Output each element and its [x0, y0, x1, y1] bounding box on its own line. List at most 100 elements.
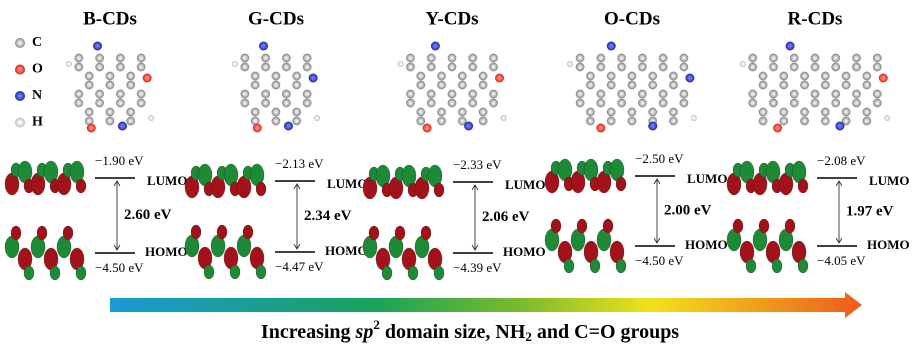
atom [607, 81, 615, 89]
atom [852, 99, 860, 107]
atom [93, 42, 102, 51]
homo-label: HOMO [145, 244, 188, 259]
atom [448, 90, 456, 98]
atom [648, 122, 657, 131]
atom [282, 54, 290, 62]
gradient-arrow [110, 292, 862, 318]
atom [884, 115, 890, 121]
lobe [434, 183, 444, 197]
atom [769, 54, 777, 62]
atom [458, 81, 466, 89]
homo-label: HOMO [325, 243, 368, 258]
atom [423, 124, 432, 133]
atom [282, 99, 290, 107]
lumo-energy: −2.13 eV [275, 156, 324, 171]
lobe [76, 266, 86, 280]
atom [106, 81, 114, 89]
atom [680, 99, 688, 107]
atom [137, 90, 145, 98]
atom [284, 122, 293, 131]
lobe [217, 225, 227, 239]
atom [649, 72, 657, 80]
homo-energy: −4.05 eV [817, 253, 866, 268]
atom [607, 117, 615, 125]
atom [469, 90, 477, 98]
lumo-energy: −2.08 eV [817, 153, 866, 168]
panel-title: G-CDs [248, 8, 304, 29]
atom [669, 72, 677, 80]
atom [669, 81, 677, 89]
atom [427, 54, 435, 62]
atom [251, 72, 259, 80]
figure: Increasing sp2 domain size, NH2 and C=O … [0, 0, 913, 345]
atom [406, 63, 414, 71]
atom [87, 124, 96, 133]
lobe [603, 219, 613, 233]
atom [116, 63, 124, 71]
atom [495, 74, 504, 83]
atom [873, 90, 881, 98]
lumo-orbital [5, 161, 86, 195]
atom [790, 54, 798, 62]
lobe [256, 182, 266, 196]
atom [448, 99, 456, 107]
atom [576, 99, 584, 107]
atom [261, 99, 269, 107]
atom [303, 54, 311, 62]
atom [669, 108, 677, 116]
atom [680, 90, 688, 98]
atom [773, 124, 782, 133]
atom [272, 108, 280, 116]
atom [759, 108, 767, 116]
atom [759, 72, 767, 80]
lumo-energy: −2.33 eV [453, 157, 502, 172]
atom [448, 63, 456, 71]
atom [607, 108, 615, 116]
atom [873, 54, 881, 62]
atom [628, 108, 636, 116]
lobe [434, 266, 444, 280]
homo-energy: −4.50 eV [95, 260, 144, 275]
atom [85, 81, 93, 89]
atom [75, 99, 83, 107]
atom [314, 115, 320, 121]
atom [832, 63, 840, 71]
legend-atom [15, 65, 25, 75]
atom [293, 108, 301, 116]
atom [137, 99, 145, 107]
atom [272, 81, 280, 89]
atom [489, 54, 497, 62]
atom [811, 63, 819, 71]
lobe [256, 265, 266, 279]
atom [780, 117, 788, 125]
atom [397, 61, 403, 67]
atom [617, 63, 625, 71]
atom [759, 81, 767, 89]
lobe [798, 179, 808, 193]
atom [282, 90, 290, 98]
atom [842, 72, 850, 80]
atom [649, 81, 657, 89]
atom [75, 54, 83, 62]
atom [489, 63, 497, 71]
atom [116, 90, 124, 98]
atom [95, 99, 103, 107]
atom [241, 63, 249, 71]
atom [811, 54, 819, 62]
atom [749, 54, 757, 62]
atom [786, 42, 795, 51]
atom [406, 99, 414, 107]
atom [106, 117, 114, 125]
atom [95, 63, 103, 71]
lobe [369, 226, 379, 240]
atom [832, 54, 840, 62]
atom [649, 108, 657, 116]
atom [691, 115, 697, 121]
atom [638, 54, 646, 62]
legend-label: N [32, 88, 42, 103]
homo-label: HOMO [867, 237, 910, 252]
atom [293, 72, 301, 80]
atom [597, 54, 605, 62]
atom [769, 90, 777, 98]
atom [685, 74, 694, 83]
